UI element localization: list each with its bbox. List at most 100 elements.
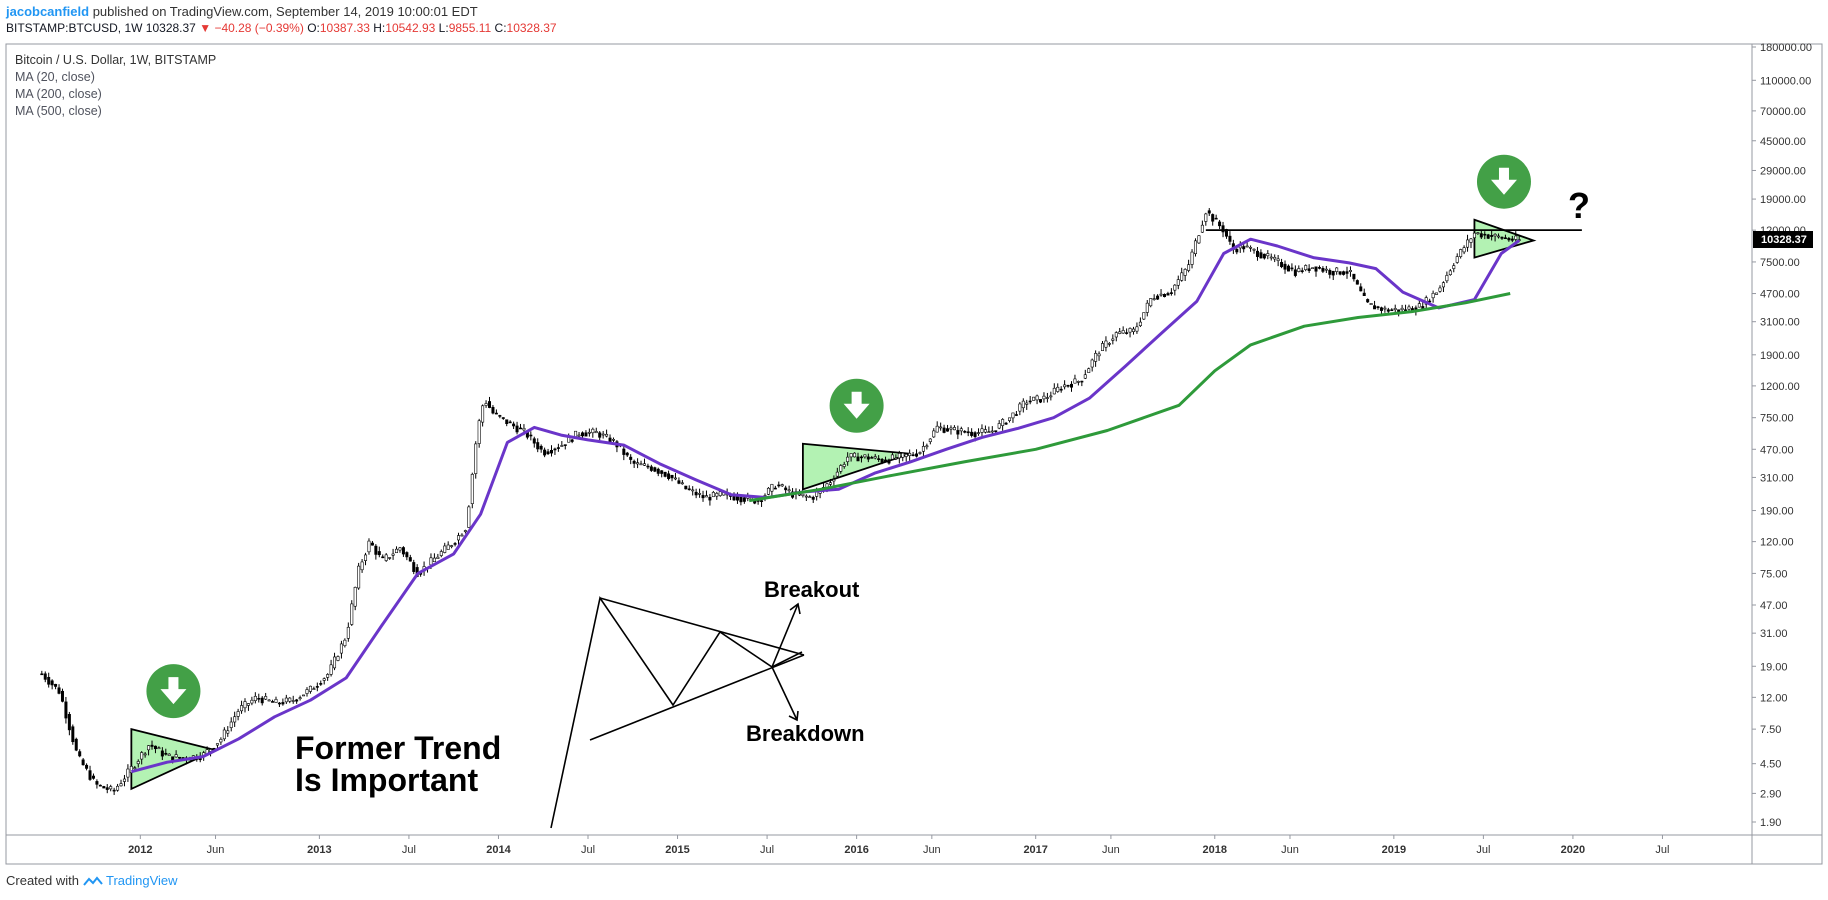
candle-body bbox=[1452, 265, 1456, 269]
candle-body bbox=[1004, 422, 1008, 425]
candle-body bbox=[584, 432, 588, 437]
candle-body bbox=[670, 474, 674, 479]
candle-body bbox=[966, 431, 970, 434]
candle-body bbox=[835, 471, 839, 477]
schematic-triangle-drawing bbox=[550, 596, 805, 829]
price-tick-label: 1.90 bbox=[1760, 817, 1781, 829]
former-trend-line1: Former Trend bbox=[295, 730, 501, 766]
tradingview-brand-link[interactable]: TradingView bbox=[106, 873, 178, 888]
candle-body bbox=[653, 467, 657, 472]
candle-body bbox=[1479, 233, 1483, 238]
author-link[interactable]: jacobcanfield bbox=[6, 4, 90, 19]
close-value: 10328.37 bbox=[506, 21, 557, 35]
candle-body bbox=[326, 674, 330, 678]
candle-body bbox=[257, 697, 261, 700]
candle-body bbox=[1083, 374, 1087, 379]
schematic-zigzag bbox=[550, 596, 803, 829]
chart-legend: Bitcoin / U.S. Dollar, 1W, BITSTAMP MA (… bbox=[15, 52, 216, 120]
candle-body bbox=[295, 699, 299, 702]
candle-body bbox=[436, 556, 440, 559]
candle-body bbox=[391, 553, 395, 556]
candle-body bbox=[701, 495, 705, 499]
breakout-arrow-head bbox=[789, 602, 801, 615]
time-axis[interactable]: 2012 Jun 2013 Jul 2014 Jul 2015 Jul 2016 Jun 2017 J… bbox=[128, 835, 1669, 856]
candle-body bbox=[160, 750, 164, 757]
candle-body bbox=[226, 730, 230, 734]
candle-body bbox=[446, 544, 450, 550]
time-tick-label: Jul bbox=[1476, 844, 1490, 856]
triangle-pattern bbox=[801, 442, 911, 491]
candle-body bbox=[563, 444, 567, 446]
candle-body bbox=[1169, 292, 1173, 294]
low-value: 9855.11 bbox=[448, 21, 492, 35]
candle-body bbox=[956, 430, 960, 435]
candle-body bbox=[735, 496, 739, 501]
candle-body bbox=[233, 716, 237, 723]
candle-body bbox=[153, 745, 157, 750]
candle-body bbox=[136, 761, 140, 765]
arrow-glyph bbox=[160, 677, 187, 705]
candle-body bbox=[102, 786, 106, 789]
candle-body bbox=[660, 470, 664, 474]
candle-body bbox=[1135, 326, 1139, 332]
candle-body bbox=[622, 448, 626, 455]
candle-body bbox=[856, 456, 860, 462]
low-label: L: bbox=[438, 21, 449, 35]
candle-body bbox=[1166, 293, 1170, 296]
time-tick-label: 2013 bbox=[307, 844, 331, 856]
candle-body bbox=[1080, 380, 1084, 383]
candle-body bbox=[1459, 249, 1463, 257]
candle-body bbox=[649, 466, 653, 471]
candle-body bbox=[977, 432, 981, 434]
candle-body bbox=[1052, 387, 1056, 395]
candle-body bbox=[1373, 305, 1377, 310]
candle-body bbox=[801, 493, 805, 496]
candle-body bbox=[1280, 262, 1284, 268]
price-tick-label: 470.00 bbox=[1760, 444, 1794, 456]
candle-body bbox=[1066, 384, 1070, 387]
candle-body bbox=[1431, 292, 1435, 299]
candle-body bbox=[787, 489, 791, 492]
candle-body bbox=[591, 428, 595, 434]
chart-frame bbox=[5, 43, 1823, 865]
candle-body bbox=[350, 603, 354, 625]
candle-body bbox=[1104, 340, 1108, 348]
candle-body bbox=[684, 485, 688, 490]
candle-body bbox=[64, 701, 68, 719]
candle-body bbox=[897, 453, 901, 459]
time-tick-label: 2015 bbox=[665, 844, 689, 856]
down-arrow-icon bbox=[829, 378, 884, 433]
candle-body bbox=[1407, 306, 1411, 310]
candle-body bbox=[766, 487, 770, 495]
candle-body bbox=[357, 565, 361, 589]
candle-body bbox=[842, 464, 846, 467]
candle-body bbox=[1400, 307, 1404, 311]
candle-body bbox=[625, 452, 629, 456]
candle-body bbox=[322, 678, 326, 681]
candle-body bbox=[880, 458, 884, 463]
candle-body bbox=[1417, 303, 1421, 308]
candle-body bbox=[1490, 235, 1494, 237]
candle-body bbox=[78, 751, 82, 757]
candle-body bbox=[846, 456, 850, 463]
candle-body bbox=[873, 456, 877, 459]
price-axis[interactable]: 180000.00 110000.00 70000.00 45000.00 29000.… bbox=[1752, 42, 1812, 829]
candle-body bbox=[942, 427, 946, 433]
candle-body bbox=[887, 459, 891, 464]
candle-body bbox=[164, 752, 168, 755]
candle-body bbox=[1025, 402, 1029, 405]
candle-body bbox=[1503, 237, 1507, 240]
candle-body bbox=[453, 543, 457, 545]
time-tick-label: Jul bbox=[581, 844, 595, 856]
candle-body bbox=[515, 425, 519, 433]
candle-body bbox=[646, 465, 650, 468]
candle-body bbox=[1063, 384, 1067, 388]
candle-body bbox=[364, 554, 368, 561]
candle-body bbox=[91, 775, 95, 779]
candle-body bbox=[970, 431, 974, 436]
candle-body bbox=[1421, 306, 1425, 309]
candle-body bbox=[715, 493, 719, 497]
candle-body bbox=[346, 626, 350, 639]
candle-body bbox=[288, 697, 292, 702]
